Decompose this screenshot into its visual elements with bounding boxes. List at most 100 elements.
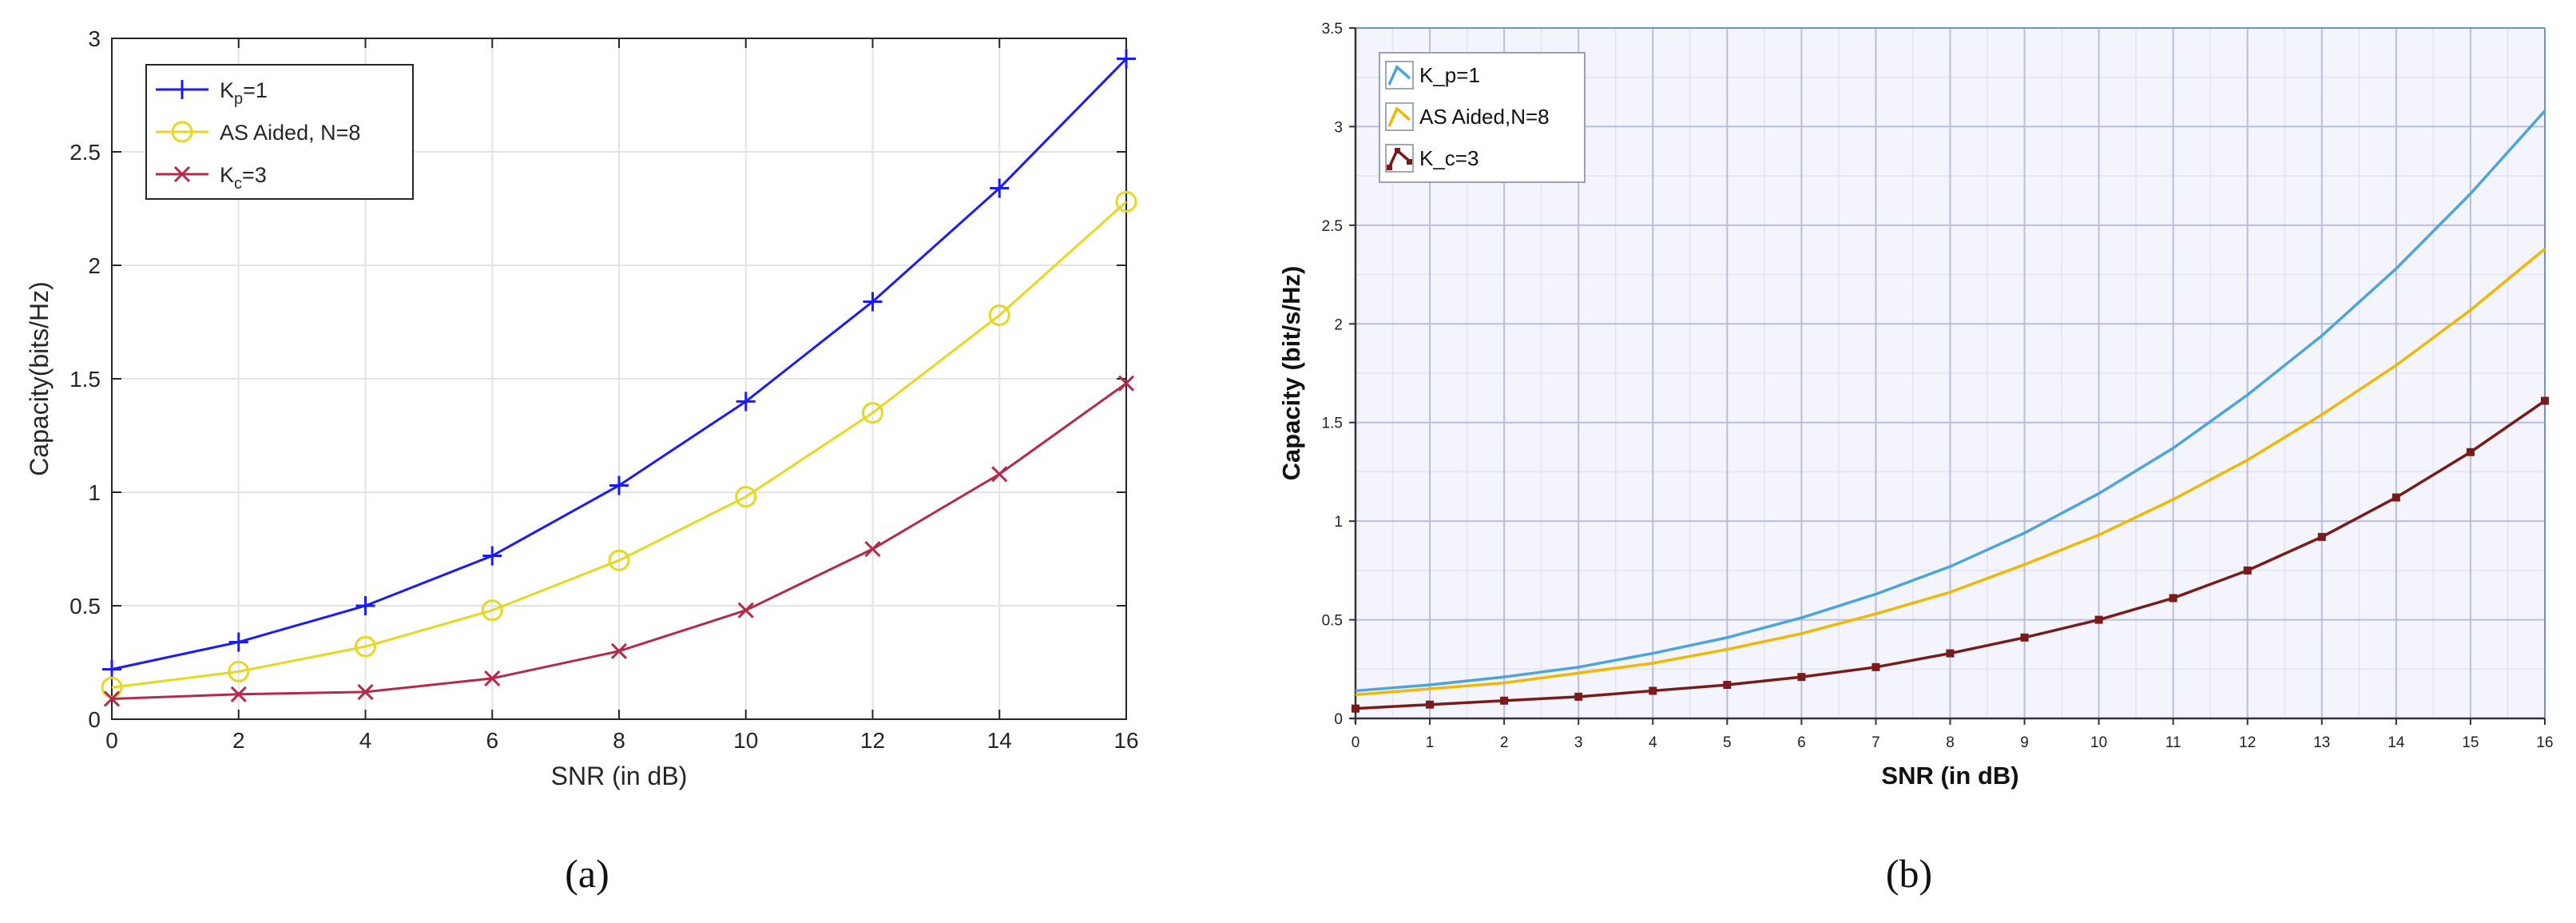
x-tick-label: 13 [2313,734,2330,751]
x-tick-label: 5 [1723,734,1732,751]
legend-entry-1: AS Aided, N=8 [156,121,360,145]
data-point-square [1574,692,1583,701]
data-point-plus [228,632,248,652]
legend-entry-1: AS Aided,N=8 [1385,102,1550,131]
y-tick-label: 1.5 [1322,416,1343,432]
x-tick-label: 10 [2090,734,2107,751]
x-tick-label: 11 [2165,734,2181,751]
y-tick-label: 3 [1334,119,1343,136]
data-point-x [864,540,881,558]
series-line-1 [101,190,1137,698]
x-tick-label: 0 [105,728,118,753]
x-axis-label: SNR (in dB) [551,762,688,790]
data-point-circle [101,676,123,698]
y-tick-label: 0 [1334,711,1343,728]
data-point-plus [482,546,502,566]
legend-label: Kp=1 [220,78,268,108]
data-point-x [230,686,247,702]
data-point-plus [173,80,192,99]
data-point-square [2020,633,2029,642]
data-point-square [1871,662,1880,671]
y-tick-label: 2.5 [69,140,101,165]
x-tick-label: 16 [1113,728,1138,753]
x-tick-label: 14 [987,728,1012,753]
y-tick-label: 2 [88,253,101,278]
x-tick-label: 12 [860,728,885,753]
x-tick-label: 10 [733,728,758,753]
y-tick-label: 2.5 [1322,218,1343,235]
legend-entry-2: Kc=3 [156,163,267,193]
y-tick-label: 3 [88,26,101,51]
legend-label: K_c=3 [1419,146,1479,170]
legend-label-subscript: c [234,175,242,193]
series-path [1355,248,2546,697]
data-point-plus [736,392,756,412]
data-point-circle [862,402,883,424]
x-tick-label: 4 [359,728,372,753]
y-tick-label: 1 [1334,514,1343,531]
legend-label-base: K [220,78,234,102]
data-point-square [2466,448,2475,456]
series-path [111,201,1128,689]
y-tick-label: 3.5 [1322,21,1343,38]
legend-swatch-marker [1407,159,1412,165]
data-point-square [2169,594,2177,603]
data-point-square [2317,532,2326,541]
data-point-square [2541,396,2549,405]
y-tick-label: 1 [88,480,101,505]
x-tick-label: 7 [1871,734,1880,751]
data-point-plus [609,475,629,495]
legend-label-subscript: p [234,90,243,108]
data-point-circle [171,121,193,143]
legend-entry-2: K_c=3 [1385,144,1479,173]
data-point-x [103,690,121,707]
legend-label-rest: =3 [242,163,267,187]
legend-label-base: AS Aided, N=8 [220,121,360,145]
series-line-2 [103,375,1135,707]
y-tick-label: 0.5 [1322,613,1343,630]
data-point-x [484,670,501,686]
y-tick-label: 1.5 [69,367,101,392]
legend-label-rest: =1 [243,78,268,102]
data-point-square [2243,566,2252,575]
data-point-plus [990,178,1010,198]
data-point-circle [608,549,630,571]
chart-panel-a: 0 2 4 6 8 10 12 14 16 0 0.5 1 1.5 2 2.5 3 SNR (in dB) Cap… [25,26,1139,896]
series-line-0 [1355,109,2546,693]
data-point-square [1723,681,1732,690]
x-tick-label: 6 [1797,734,1806,751]
x-tick-label: 12 [2239,734,2256,751]
legend-swatch-line [1387,106,1411,127]
x-axis-label: SNR (in dB) [1881,762,2018,790]
data-point-x [357,683,374,700]
x-tick-label: 6 [486,728,498,753]
data-point-square [2391,493,2400,502]
x-tick-label: 9 [2020,734,2029,751]
data-point-square [1426,700,1435,709]
x-tick-label: 0 [1352,734,1360,751]
x-tick-label: 1 [1426,734,1435,751]
x-tick-label: 14 [2387,734,2405,751]
x-tick-label: 8 [613,728,625,753]
series-line-2 [1352,396,2549,713]
x-tick-label: 2 [232,728,245,753]
chart-panel-b: 0 1 2 3 4 5 6 7 8 9 10 11 12 13 14 15 1600.511.522.533.5… [1277,21,2554,896]
data-point-square [1797,673,1806,682]
data-point-x [173,165,191,183]
legend-label: K_p=1 [1419,63,1480,87]
legend-box [1379,52,1586,183]
data-point-circle [228,660,250,682]
data-point-x [610,643,628,659]
y-tick-label: 2 [1334,316,1343,333]
x-tick-label: 15 [2462,734,2479,751]
y-tick-label: 0.5 [69,594,101,619]
x-tick-label: 16 [2536,734,2553,751]
legend-swatch-marker [1387,165,1392,170]
data-point-circle [735,486,757,508]
legend-entry-0: K_p=1 [1385,61,1480,90]
data-point-circle [355,635,376,658]
series-line-0 [102,49,1136,679]
y-axis-label: Capacity (bit/s/Hz) [1277,266,1305,481]
data-point-circle [988,304,1010,326]
